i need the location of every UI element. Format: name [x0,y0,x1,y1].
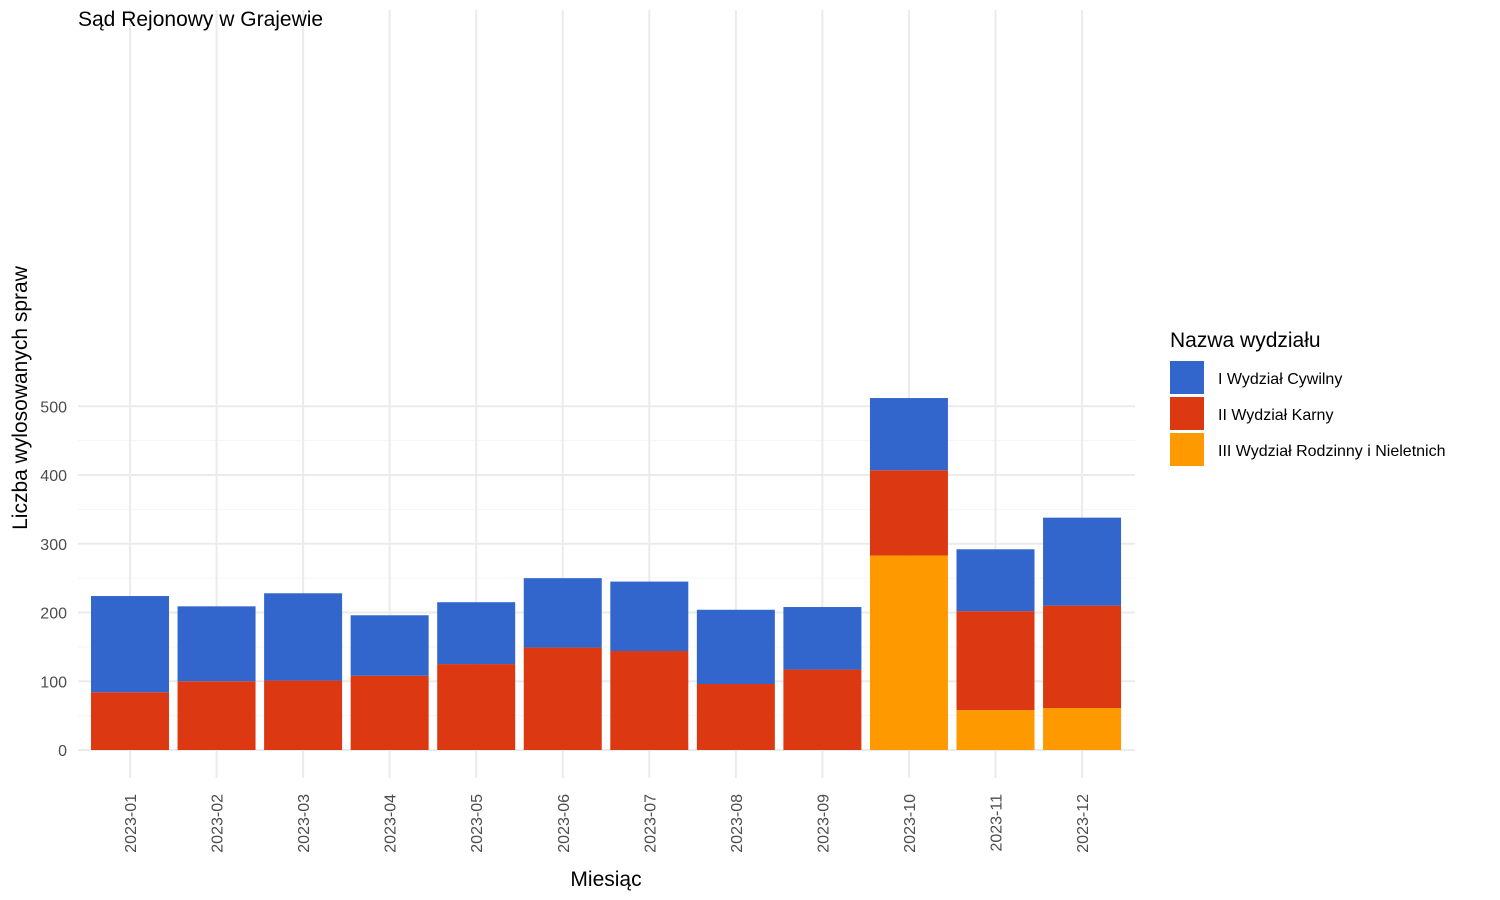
bar-segment [610,651,689,750]
legend-key [1170,397,1204,430]
bar-segment [956,611,1035,711]
x-tick-label: 2023-12 [1075,794,1092,853]
x-tick-label: 2023-11 [989,794,1006,852]
y-axis-ticks: 0 100 200 300 400 500 [40,399,67,760]
y-tick-label: 500 [40,399,67,416]
bar-segment [869,470,948,556]
bar-segment [177,681,256,750]
x-tick-label: 2023-01 [123,794,140,853]
legend-title: Nazwa wydziału [1170,329,1321,352]
bar-segment [956,710,1035,750]
x-tick-label: 2023-04 [383,794,400,853]
bar-segment [696,684,775,750]
bar-segment [177,606,256,682]
y-tick-label: 200 [40,606,67,623]
bar-segment [783,669,862,750]
x-axis-title: Miesiąc [570,868,641,891]
bar-segment [437,602,516,665]
bar-segment [783,607,862,670]
legend-label: III Wydział Rodzinny i Nieletnich [1218,443,1446,460]
bar-segment [264,593,343,681]
legend-label: II Wydział Karny [1218,407,1333,424]
x-axis-ticks: 2023-01 2023-02 2023-03 2023-04 2023-05 2023-… [123,794,1092,853]
x-tick-label: 2023-06 [556,794,573,853]
bar-segment [1043,605,1122,709]
x-tick-label: 2023-03 [296,794,313,853]
x-tick-label: 2023-08 [729,794,746,853]
y-tick-label: 400 [40,468,67,485]
bar-segment [956,549,1035,612]
legend: Nazwa wydziału I Wydział Cywilny II Wydzi… [1170,329,1446,466]
legend-items: I Wydział Cywilny II Wydział Karny III Wyd… [1170,361,1446,466]
legend-key [1170,361,1204,394]
bar-segment [350,675,429,750]
x-tick-label: 2023-10 [902,794,919,853]
x-tick-label: 2023-09 [815,794,832,853]
bar-segment [696,609,775,685]
legend-key [1170,433,1204,466]
bar-segment [91,596,169,693]
bar-segment [523,578,602,648]
bar-segment [869,555,948,750]
bar-segment [523,647,602,750]
x-tick-label: 2023-05 [469,794,486,853]
x-tick-label: 2023-02 [210,794,227,853]
y-tick-label: 0 [58,743,67,760]
bar-segment [869,398,948,471]
bar-segment [350,615,429,676]
bar-segment [437,664,516,750]
y-tick-label: 100 [40,674,67,691]
x-tick-label: 2023-07 [642,794,659,853]
bar-segment [91,692,169,750]
y-axis-title: Liczba wylosowanych spraw [9,265,32,530]
bar-segment [1043,517,1122,606]
legend-label: I Wydział Cywilny [1218,371,1342,388]
bars [91,398,1122,750]
bar-segment [610,581,689,652]
bar-segment [1043,708,1122,750]
chart-title: Sąd Rejonowy w Grajewie [78,8,323,31]
bar-segment [264,680,343,750]
y-tick-label: 300 [40,537,67,554]
